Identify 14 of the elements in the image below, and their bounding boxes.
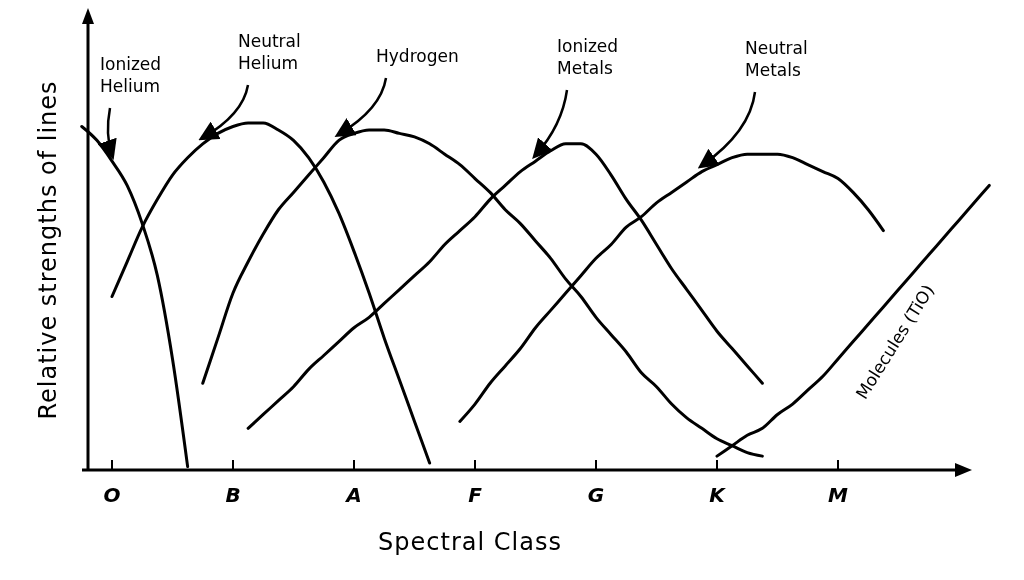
text: Ionized Helium xyxy=(100,54,162,96)
text: Ionized Metals xyxy=(557,36,619,78)
x-tick-label: A xyxy=(344,483,362,507)
x-tick-label: O xyxy=(103,483,121,507)
text: Neutral Metals xyxy=(745,38,808,80)
x-axis-title: Spectral Class xyxy=(378,528,562,556)
x-tick-label: G xyxy=(587,483,605,507)
text: Hydrogen xyxy=(376,46,459,66)
x-tick-label: K xyxy=(709,483,727,507)
x-tick-label: M xyxy=(828,483,849,507)
x-tick-label: F xyxy=(468,483,483,507)
x-tick-label: B xyxy=(225,483,241,507)
text: Neutral Helium xyxy=(238,31,301,73)
y-axis-title: Relative strengths of lines xyxy=(34,80,62,420)
